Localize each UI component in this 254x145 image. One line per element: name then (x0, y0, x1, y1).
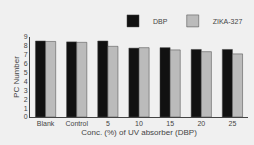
svg-text:PC Number: PC Number (12, 56, 21, 98)
svg-text:2: 2 (24, 96, 28, 103)
svg-text:15: 15 (166, 120, 174, 127)
svg-text:0: 0 (24, 113, 28, 120)
svg-text:DBP: DBP (153, 18, 168, 25)
svg-text:25: 25 (229, 120, 237, 127)
svg-text:7: 7 (24, 51, 28, 58)
svg-text:Control: Control (65, 120, 88, 127)
svg-text:10: 10 (135, 120, 143, 127)
svg-text:8: 8 (24, 42, 28, 49)
svg-text:Conc. (%) of UV absorber (DBP): Conc. (%) of UV absorber (DBP) (81, 128, 197, 137)
svg-text:ZIKA-327: ZIKA-327 (213, 18, 243, 25)
svg-text:Blank: Blank (37, 120, 55, 127)
svg-text:3: 3 (24, 87, 28, 94)
svg-text:4: 4 (24, 78, 28, 85)
svg-text:20: 20 (197, 120, 205, 127)
svg-text:9: 9 (24, 33, 28, 40)
svg-text:5: 5 (24, 69, 28, 76)
svg-text:1: 1 (24, 105, 28, 112)
svg-text:5: 5 (106, 120, 110, 127)
svg-text:6: 6 (24, 60, 28, 67)
